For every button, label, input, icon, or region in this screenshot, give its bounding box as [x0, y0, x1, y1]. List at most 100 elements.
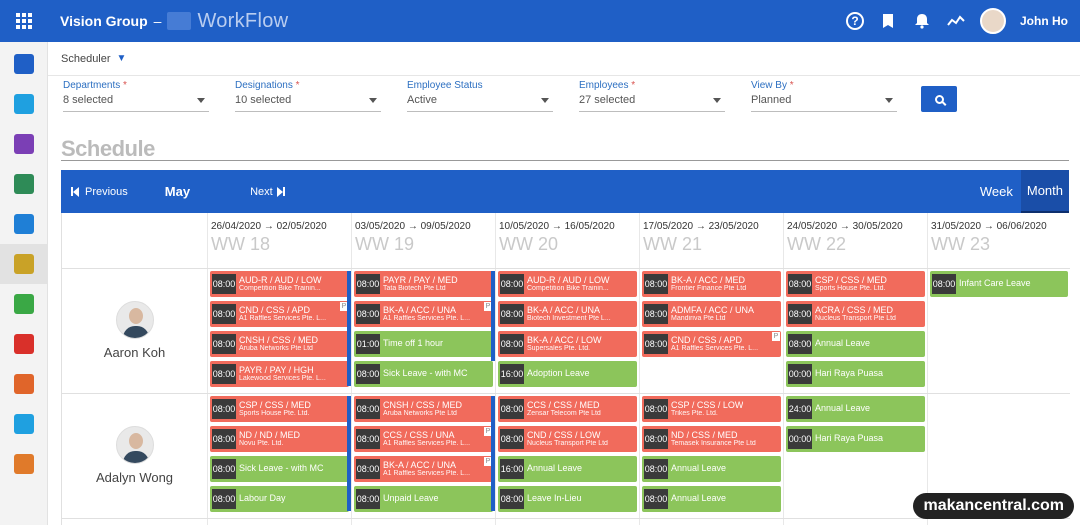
search-button[interactable]: [921, 86, 957, 112]
cell-scrollbar[interactable]: [347, 271, 351, 386]
schedule-event[interactable]: 08:00 CND / CSS / APD A1 Raffles Services …: [642, 331, 781, 357]
employee-cell: Aaron Koh: [62, 301, 207, 360]
employee-status-filter[interactable]: Employee Status Active: [407, 80, 553, 112]
event-text: CSP / CSS / LOW Trikes Pte. Ltd.: [671, 401, 743, 418]
cell-scrollbar[interactable]: [491, 396, 495, 511]
schedule-event[interactable]: 08:00 BK-A / ACC / UNA A1 Raffles Services…: [354, 456, 493, 482]
cell-scrollbar[interactable]: [347, 396, 351, 511]
dashboard-icon: [14, 54, 34, 74]
schedule-event[interactable]: 08:00 CCS / CSS / UNA A1 Raffles Services …: [354, 426, 493, 452]
event-time: 00:00: [788, 429, 812, 449]
skip-next-icon: [276, 186, 287, 197]
schedule-event[interactable]: 08:00 CSP / CSS / LOW Trikes Pte. Ltd.: [642, 396, 781, 422]
headset-icon: [14, 454, 34, 474]
schedule-event[interactable]: 08:00 BK-A / ACC / MED Frontier Finance Pt…: [642, 271, 781, 297]
next-button[interactable]: Next: [250, 186, 287, 198]
main-content: Scheduler ▼ Departments * 8 selected Des…: [48, 42, 1080, 525]
schedule-event[interactable]: 08:00 Annual Leave: [642, 486, 781, 512]
schedule-event[interactable]: 08:00 CCS / CSS / MED Zensar Telecom Pte L…: [498, 396, 637, 422]
event-text: BK-A / ACC / MED Frontier Finance Pte Ltd: [671, 276, 746, 293]
schedule-event[interactable]: 08:00 Annual Leave: [786, 331, 925, 357]
event-time: 08:00: [356, 459, 380, 479]
schedule-event[interactable]: 08:00 ACRA / CSS / MED Nucleus Transport P…: [786, 301, 925, 327]
schedule-event[interactable]: 24:00 Annual Leave: [786, 396, 925, 422]
schedule-event[interactable]: 08:00 CNSH / CSS / MED Aruba Networks Pte …: [210, 331, 349, 357]
schedule-event[interactable]: 08:00 Sick Leave - with MC: [210, 456, 349, 482]
sidebar-item-sheet[interactable]: [0, 164, 48, 204]
bell-icon[interactable]: [912, 11, 932, 31]
user-name[interactable]: John Ho: [1020, 14, 1068, 28]
event-time: 08:00: [500, 489, 524, 509]
schedule-event[interactable]: 08:00 CNSH / CSS / MED Aruba Networks Pte …: [354, 396, 493, 422]
event-title: BK-A / ACC / UNA: [383, 460, 457, 470]
event-title: Annual Leave: [671, 494, 727, 504]
previous-button[interactable]: Previous: [71, 186, 128, 198]
schedule-event[interactable]: 08:00 PAYR / PAY / HGH Lakewood Services P…: [210, 361, 349, 387]
pending-tag-icon: P: [340, 302, 348, 311]
departments-filter[interactable]: Departments * 8 selected: [63, 80, 209, 112]
help-icon[interactable]: ?: [846, 12, 864, 30]
week-range: 17/05/2020 → 23/05/2020: [643, 221, 759, 232]
avatar: [115, 301, 154, 339]
schedule-event[interactable]: 08:00 CSP / CSS / MED Sports House Pte. Lt…: [210, 396, 349, 422]
sidebar-item-user[interactable]: [0, 124, 48, 164]
schedule-event[interactable]: 16:00 Adoption Leave: [498, 361, 637, 387]
schedule-event[interactable]: 08:00 Sick Leave - with MC: [354, 361, 493, 387]
designations-filter[interactable]: Designations * 10 selected: [235, 80, 381, 112]
user-avatar[interactable]: [980, 8, 1006, 34]
schedule-event[interactable]: 08:00 Leave In-Lieu: [498, 486, 637, 512]
event-time: 08:00: [644, 274, 668, 294]
schedule-event[interactable]: 08:00 CND / CSS / APD A1 Raffles Services …: [210, 301, 349, 327]
watermark: makancentral.com: [913, 493, 1074, 519]
bookmark-icon[interactable]: [878, 11, 898, 31]
sidebar-item-folder[interactable]: [0, 84, 48, 124]
event-subtitle: Aruba Networks Pte Ltd: [239, 345, 313, 353]
schedule-event[interactable]: 00:00 Hari Raya Puasa: [786, 426, 925, 452]
top-bar: Vision Group – WorkFlow ? John Ho: [0, 0, 1080, 42]
analytics-icon[interactable]: [946, 11, 966, 31]
app-launcher-icon[interactable]: [0, 0, 48, 42]
schedule-event[interactable]: 08:00 Infant Care Leave: [930, 271, 1068, 297]
sidebar-item-dashboard[interactable]: [0, 44, 48, 84]
event-time: 08:00: [500, 304, 524, 324]
schedule-event[interactable]: 08:00 ADMFA / ACC / UNA Mandiriva Pte Ltd: [642, 301, 781, 327]
schedule-event[interactable]: 08:00 CND / CSS / LOW Nucleus Transport Pt…: [498, 426, 637, 452]
user-icon: [14, 134, 34, 154]
schedule-event[interactable]: 08:00 AUD-R / AUD / LOW Competition Bike T…: [210, 271, 349, 297]
cell-scrollbar[interactable]: [491, 271, 495, 361]
sidebar-item-headset[interactable]: [0, 444, 48, 484]
sidebar-item-schedule[interactable]: [0, 244, 48, 284]
event-time: 08:00: [356, 274, 380, 294]
schedule-event[interactable]: 01:00 Time off 1 hour: [354, 331, 493, 357]
schedule-event[interactable]: 08:00 BK-A / ACC / UNA A1 Raffles Services…: [354, 301, 493, 327]
view-by-filter[interactable]: View By * Planned: [751, 80, 897, 112]
sidebar-item-power[interactable]: [0, 364, 48, 404]
sidebar-item-route[interactable]: [0, 324, 48, 364]
event-text: Adoption Leave: [527, 369, 590, 378]
pin-icon[interactable]: ▼: [116, 53, 127, 64]
sidebar-item-clock[interactable]: [0, 284, 48, 324]
schedule-event[interactable]: 08:00 CSP / CSS / MED Sports House Pte. Lt…: [786, 271, 925, 297]
schedule-event[interactable]: 08:00 PAYR / PAY / MED Tata Biotech Pte Lt…: [354, 271, 493, 297]
event-subtitle: Temasek Insurance Pte Ltd: [671, 440, 756, 448]
schedule-event[interactable]: 08:00 BK-A / ACC / LOW Supersales Pte. Ltd…: [498, 331, 637, 357]
schedule-event[interactable]: 08:00 Unpaid Leave: [354, 486, 493, 512]
event-title: AUD-R / AUD / LOW: [527, 275, 610, 285]
schedule-event[interactable]: 08:00 Labour Day: [210, 486, 349, 512]
week-view-tab[interactable]: Week: [979, 184, 1013, 199]
schedule-event[interactable]: 08:00 ND / CSS / MED Temasek Insurance Pte…: [642, 426, 781, 452]
sidebar-item-cloud[interactable]: [0, 404, 48, 444]
event-time: 08:00: [500, 399, 524, 419]
schedule-event[interactable]: 08:00 AUD-R / AUD / LOW Competition Bike T…: [498, 271, 637, 297]
employees-filter[interactable]: Employees * 27 selected: [579, 80, 725, 112]
sidebar-item-document[interactable]: [0, 204, 48, 244]
schedule-event[interactable]: 16:00 Annual Leave: [498, 456, 637, 482]
event-title: Sick Leave - with MC: [383, 369, 468, 379]
event-text: CSP / CSS / MED Sports House Pte. Ltd.: [815, 276, 887, 293]
avatar: [115, 426, 154, 464]
schedule-event[interactable]: 08:00 Annual Leave: [642, 456, 781, 482]
schedule-event[interactable]: 00:00 Hari Raya Puasa: [786, 361, 925, 387]
schedule-event[interactable]: 08:00 ND / ND / MED Novu Pte. Ltd.: [210, 426, 349, 452]
schedule-event[interactable]: 08:00 BK-A / ACC / UNA Biotech Investment …: [498, 301, 637, 327]
month-view-tab[interactable]: Month: [1020, 170, 1069, 213]
